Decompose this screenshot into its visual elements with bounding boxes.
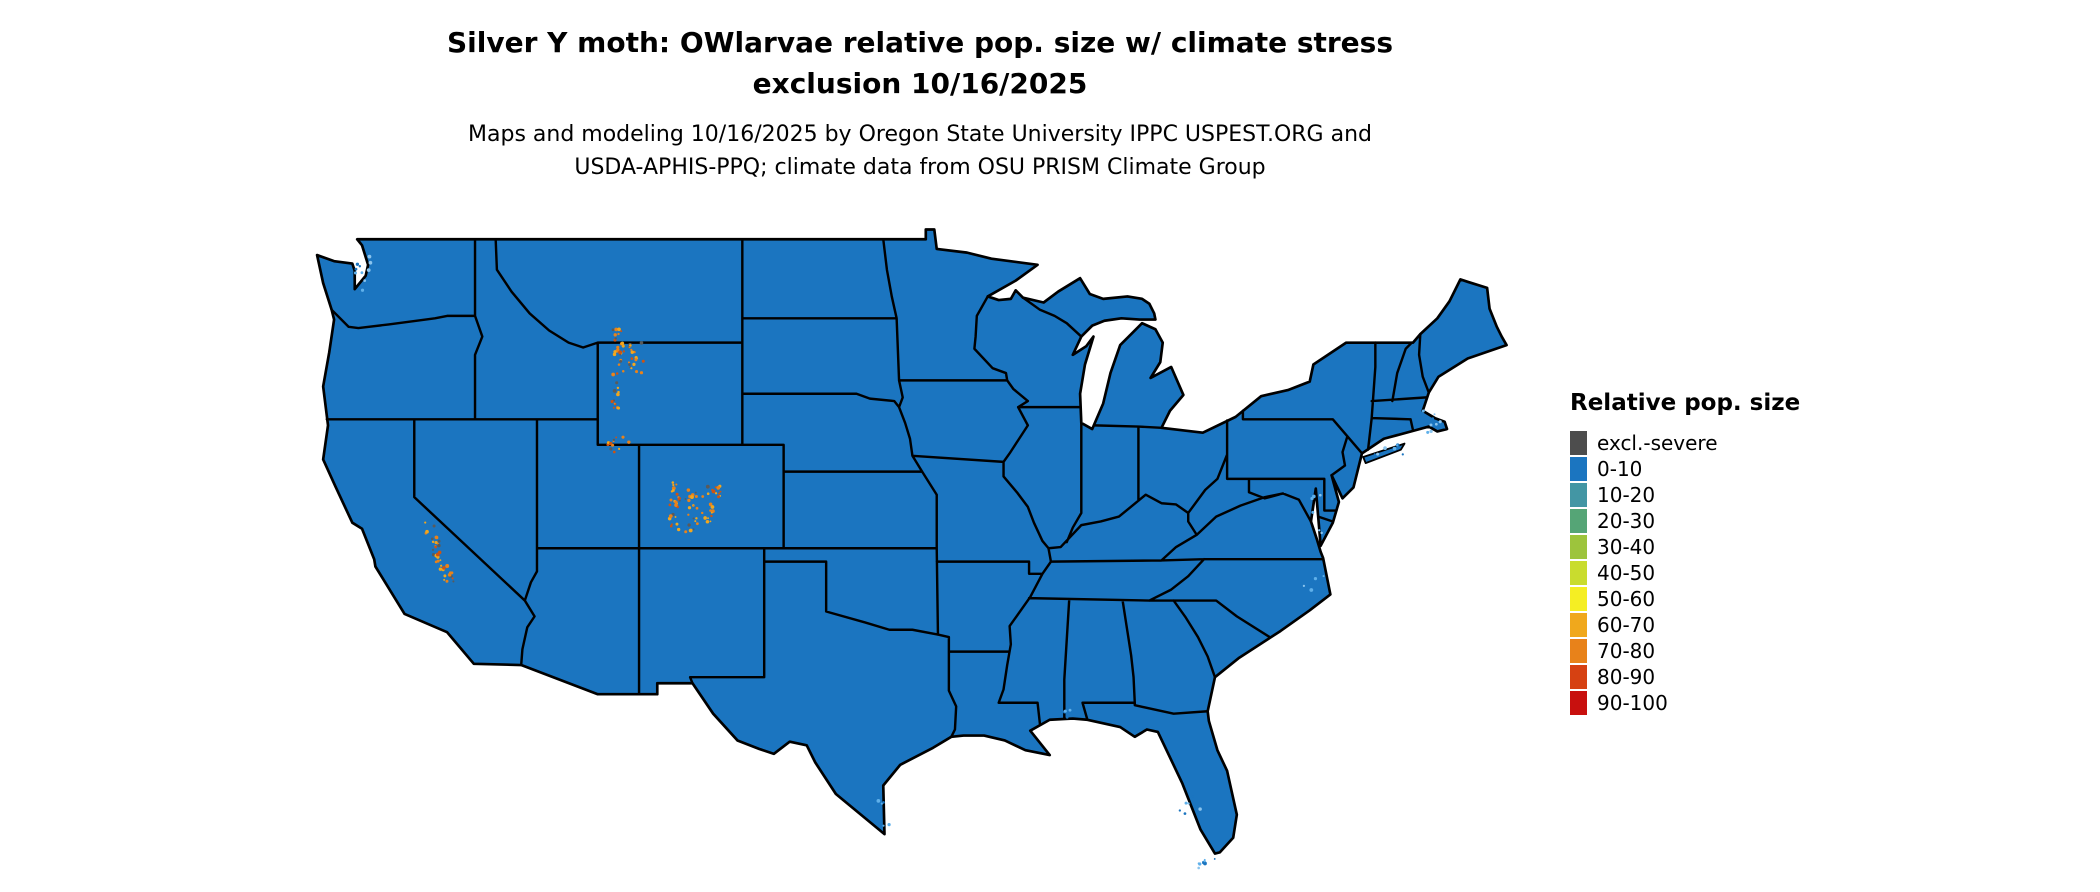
legend-item-label: excl.-severe (1597, 431, 1718, 455)
legend-swatch (1570, 509, 1587, 533)
legend-item: 20-30 (1570, 508, 1890, 534)
legend-item: 70-80 (1570, 638, 1890, 664)
legend-item: 90-100 (1570, 690, 1890, 716)
legend-item: excl.-severe (1570, 430, 1890, 456)
legend-swatch (1570, 691, 1587, 715)
legend-item-label: 30-40 (1597, 535, 1656, 559)
legend-item-label: 40-50 (1597, 561, 1656, 585)
legend-item: 10-20 (1570, 482, 1890, 508)
legend-swatch (1570, 613, 1587, 637)
legend-item: 0-10 (1570, 456, 1890, 482)
legend-item-label: 50-60 (1597, 587, 1656, 611)
page-title-line1: Silver Y moth: OWlarvae relative pop. si… (446, 26, 1393, 59)
state-borders (325, 238, 1431, 739)
legend-item-label: 70-80 (1597, 639, 1656, 663)
coastal-fringe (353, 254, 1442, 870)
legend-item-label: 80-90 (1597, 665, 1656, 689)
legend-item-label: 90-100 (1597, 691, 1668, 715)
legend-swatch (1570, 665, 1587, 689)
legend-swatch (1570, 561, 1587, 585)
legend-swatch (1570, 457, 1587, 481)
map-land (315, 228, 1508, 855)
legend-swatch (1570, 483, 1587, 507)
subtitle-line2: USDA-APHIS-PPQ; climate data from OSU PR… (574, 155, 1266, 180)
legend-item: 50-60 (1570, 586, 1890, 612)
legend-swatch (1570, 535, 1587, 559)
legend-swatch (1570, 587, 1587, 611)
legend-swatch (1570, 639, 1587, 663)
legend-swatch (1570, 431, 1587, 455)
legend-item: 80-90 (1570, 664, 1890, 690)
legend-item-label: 0-10 (1597, 457, 1643, 481)
legend-item-label: 20-30 (1597, 509, 1656, 533)
us-map (311, 221, 1526, 884)
legend-item: 30-40 (1570, 534, 1890, 560)
legend-list: excl.-severe 0-10 10-20 20-30 30-40 40-5… (1570, 430, 1890, 716)
subtitle-line1: Maps and modeling 10/16/2025 by Oregon S… (468, 122, 1372, 147)
legend-title: Relative pop. size (1570, 390, 1801, 416)
legend-item-label: 10-20 (1597, 483, 1656, 507)
legend-item: 40-50 (1570, 560, 1890, 586)
page-title-line2: exclusion 10/16/2025 (752, 67, 1088, 100)
us-map-canvas (315, 228, 1508, 870)
legend-item: 60-70 (1570, 612, 1890, 638)
subtitle: Maps and modeling 10/16/2025 by Oregon S… (0, 118, 1840, 184)
legend: Relative pop. size excl.-severe 0-10 10-… (1570, 390, 1890, 716)
legend-item-label: 60-70 (1597, 613, 1656, 637)
header: Silver Y moth: OWlarvae relative pop. si… (0, 22, 1840, 184)
page-title: Silver Y moth: OWlarvae relative pop. si… (0, 22, 1840, 104)
hotspot-speckles (424, 327, 722, 583)
